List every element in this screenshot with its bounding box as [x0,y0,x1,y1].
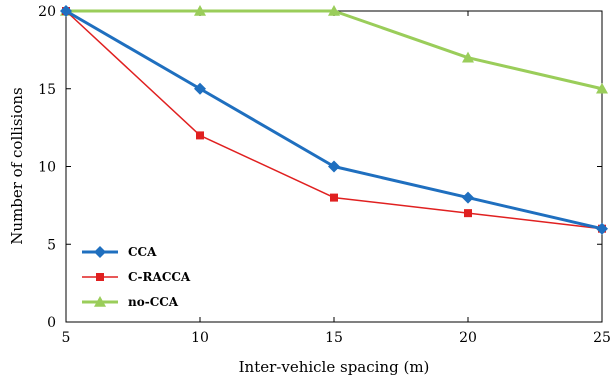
legend-item: CCA [82,245,157,259]
data-point [596,222,608,235]
x-tick-label: 20 [459,330,477,346]
y-tick-label: 20 [38,4,56,20]
legend-marker [94,296,106,307]
y-axis-title: Number of collisions [8,87,26,245]
y-tick-label: 15 [38,82,56,98]
data-point [462,191,474,204]
data-point [464,209,472,218]
x-tick-label: 15 [325,330,343,346]
series-layer [60,5,608,235]
data-point [196,131,204,140]
legend-item: no-CCA [82,295,179,309]
y-tick-label: 0 [47,315,56,331]
legend-marker [94,246,106,258]
data-point [462,51,474,63]
data-point [328,160,340,173]
legend: CCA C-RACCA no-CCA [82,245,191,309]
series-no-cca [60,5,608,94]
series-line [66,9,603,91]
data-point [330,193,338,202]
data-point [596,82,608,94]
legend-label: no-CCA [128,295,179,309]
legend-label: C-RACCA [128,270,191,284]
x-tick-label: 25 [593,330,611,346]
y-tick-label: 5 [47,237,56,253]
series-c-racca [62,7,606,233]
data-point [328,5,340,16]
series-cca [60,5,608,235]
x-axis-title: Inter-vehicle spacing (m) [239,358,430,376]
legend-marker [96,273,104,281]
x-tick-label: 5 [62,330,71,346]
data-point [60,5,72,17]
data-point [194,5,206,16]
x-tick-label: 10 [191,330,209,346]
data-point [194,82,206,95]
legend-item: C-RACCA [82,270,191,284]
legend-label: CCA [128,245,157,259]
y-tick-label: 10 [38,160,56,176]
